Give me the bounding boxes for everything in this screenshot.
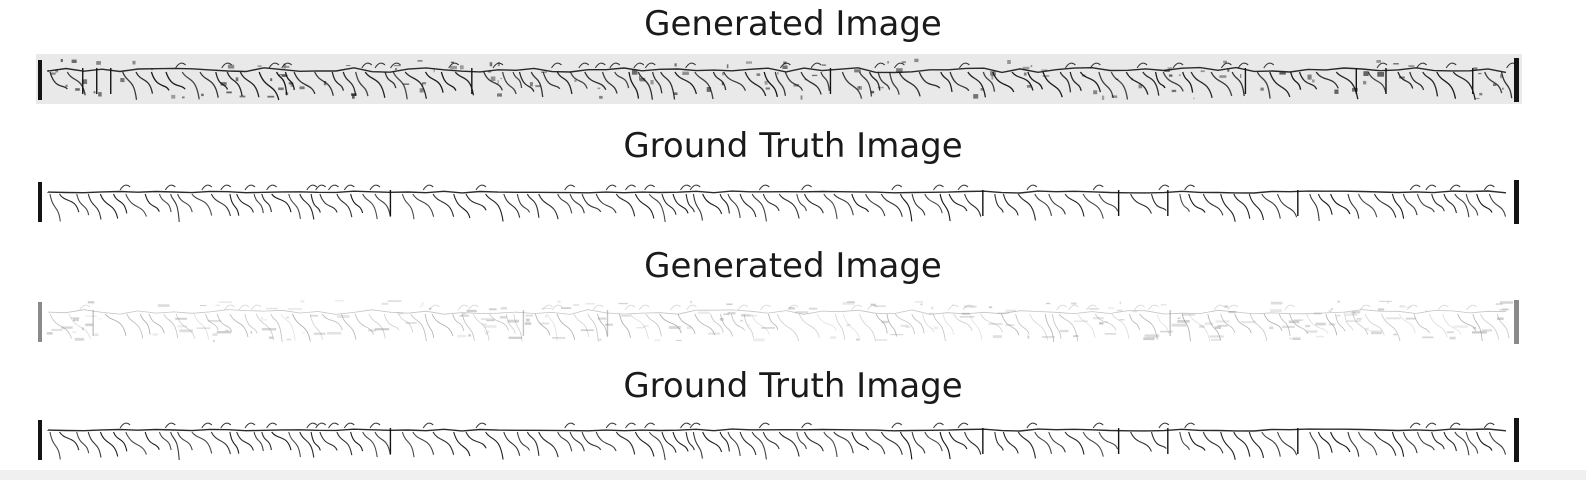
ground-truth-image-1 <box>36 176 1522 226</box>
script-glyphs <box>49 184 1507 223</box>
image-border-bar <box>38 420 42 460</box>
script-glyphs <box>49 304 1510 342</box>
image-background <box>36 54 1522 104</box>
script-headline <box>47 190 1507 194</box>
image-background <box>36 176 1522 226</box>
generated-image-1 <box>36 54 1522 104</box>
panel-title: Generated Image <box>644 4 942 44</box>
script-glyphs <box>49 62 1517 101</box>
image-border-bar <box>38 60 42 100</box>
script-headline <box>47 309 1507 315</box>
image-noise <box>46 300 1513 343</box>
script-headline <box>47 66 1507 74</box>
image-border-bar <box>1514 300 1519 344</box>
panel-title: Generated Image <box>644 246 942 286</box>
image-border-bar <box>38 182 42 222</box>
image-background <box>36 296 1522 346</box>
image-border-bar <box>1514 58 1519 102</box>
script-glyphs <box>49 422 1507 461</box>
image-background <box>36 414 1522 464</box>
image-border-bar <box>1514 418 1519 462</box>
image-noise <box>50 58 1504 100</box>
figure-bottom-strip <box>0 470 1586 480</box>
ground-truth-image-2 <box>36 414 1522 464</box>
generated-image-2 <box>36 296 1522 346</box>
panel-title: Ground Truth Image <box>623 126 963 166</box>
panel-title: Ground Truth Image <box>623 366 963 406</box>
image-border-bar <box>1514 180 1519 224</box>
script-headline <box>47 428 1507 432</box>
image-border-bar <box>38 302 42 342</box>
